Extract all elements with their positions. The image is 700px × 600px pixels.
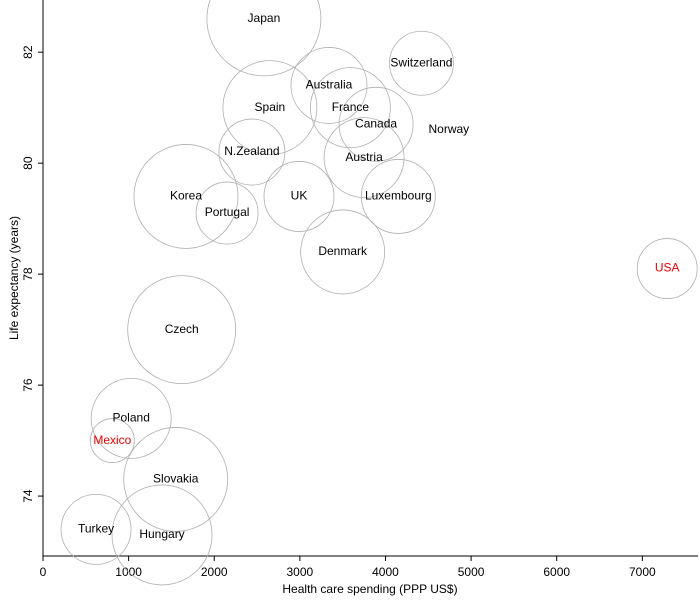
point-label: UK xyxy=(291,189,308,203)
bubble xyxy=(111,484,213,586)
point-label: Hungary xyxy=(139,527,184,541)
bubble xyxy=(290,47,368,124)
y-axis-label: Life expectancy (years) xyxy=(7,216,21,340)
point-label: Korea xyxy=(170,189,202,203)
y-tick-label: 76 xyxy=(21,378,35,392)
x-tick-label: 0 xyxy=(40,565,47,579)
point-label: Spain xyxy=(255,100,286,114)
point-label: Canada xyxy=(355,116,397,130)
x-tick-label: 5000 xyxy=(458,565,485,579)
bubble xyxy=(309,67,391,149)
point-label: Czech xyxy=(165,322,199,336)
point-label: Portugal xyxy=(205,205,250,219)
bubble xyxy=(90,377,172,459)
point-label: Slovakia xyxy=(153,472,199,486)
x-tick-label: 2000 xyxy=(201,565,228,579)
bubble xyxy=(133,144,239,249)
point-label: N.Zealand xyxy=(224,144,279,158)
bubble xyxy=(263,161,335,232)
bubble xyxy=(60,493,132,565)
bubble xyxy=(89,418,135,463)
point-label: USA xyxy=(655,261,680,275)
bubble xyxy=(338,86,414,162)
bubble xyxy=(222,60,318,156)
bubble xyxy=(300,209,386,295)
bubble xyxy=(127,275,237,385)
point-label: Australia xyxy=(306,78,353,92)
point-label: France xyxy=(332,100,370,114)
point-label: Switzerland xyxy=(390,55,452,69)
x-tick-label: 3000 xyxy=(287,565,314,579)
point-label: Austria xyxy=(345,150,383,164)
bubble xyxy=(206,0,322,77)
bubble xyxy=(636,238,698,299)
y-tick-label: 74 xyxy=(21,489,35,503)
y-tick-label: 80 xyxy=(21,156,35,170)
x-tick-label: 7000 xyxy=(629,565,656,579)
y-tick-label: 82 xyxy=(21,45,35,59)
bubble xyxy=(218,118,286,186)
bubble xyxy=(123,427,229,532)
y-tick-label: 78 xyxy=(21,267,35,281)
x-tick-label: 4000 xyxy=(372,565,399,579)
bubble xyxy=(389,30,454,96)
bubble xyxy=(360,159,436,234)
point-label: Turkey xyxy=(78,522,114,536)
x-tick-label: 6000 xyxy=(543,565,570,579)
point-label: Luxembourg xyxy=(365,189,432,203)
point-label: Norway xyxy=(428,122,469,136)
x-axis-label: Health care spending (PPP US$) xyxy=(282,582,457,596)
bubble xyxy=(195,181,259,245)
point-label: Denmark xyxy=(318,244,368,258)
bubble xyxy=(323,117,405,198)
point-label: Mexico xyxy=(93,433,131,447)
point-label: Poland xyxy=(113,411,150,425)
point-label: Japan xyxy=(248,11,281,25)
